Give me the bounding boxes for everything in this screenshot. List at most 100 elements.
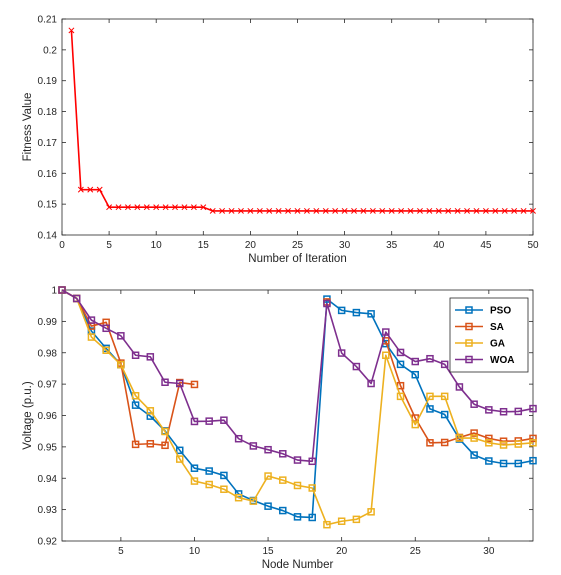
y-tick-label: 0.2 <box>43 45 57 56</box>
sa-line <box>61 289 195 447</box>
axes-box-1 <box>61 18 534 236</box>
x-tick-label: 5 <box>118 546 124 557</box>
pso-point <box>131 401 140 409</box>
woa-point <box>279 450 287 458</box>
fitness-point <box>351 207 357 214</box>
fitness-point <box>106 204 113 211</box>
y-tick-label: 0.15 <box>38 200 58 211</box>
legend-sa-label: SA <box>490 322 504 333</box>
woa-point <box>234 434 243 443</box>
fitness-point <box>398 207 405 214</box>
x-tick-label: 20 <box>245 240 257 251</box>
ga-point <box>396 392 405 401</box>
x-tick-label: 15 <box>198 240 210 251</box>
fitness-point <box>520 207 527 214</box>
legend-pso-label: PSO <box>490 306 511 317</box>
woa-point <box>529 404 537 413</box>
legend-box <box>449 297 529 373</box>
woa-point <box>58 286 66 294</box>
x-tick-label: 50 <box>527 240 539 251</box>
y-tick-label: 0.21 <box>38 15 58 26</box>
ga-point <box>190 477 199 485</box>
fitness-point <box>134 204 141 211</box>
woa-point <box>293 456 302 464</box>
woa-point <box>205 417 213 425</box>
ga-point <box>264 472 272 480</box>
x-tick-label: 5 <box>106 240 112 251</box>
pso-point <box>264 502 272 510</box>
sa-point <box>485 434 493 443</box>
sa-point <box>470 429 478 437</box>
pso-point <box>308 513 316 522</box>
y-tick-label: 0.94 <box>38 474 58 485</box>
woa-point <box>220 416 228 424</box>
pso-point <box>396 360 405 369</box>
pso-point <box>176 446 184 455</box>
pso-point <box>367 310 375 318</box>
pso-point <box>205 467 213 475</box>
woa-point <box>249 442 258 450</box>
fitness-point <box>341 207 348 214</box>
fitness-point <box>153 204 160 211</box>
legend-ga-label: GA <box>490 339 505 350</box>
woa-point <box>514 407 523 416</box>
legend-sa-marker <box>465 322 473 331</box>
fitness-point <box>247 207 254 214</box>
pso-point <box>352 308 361 317</box>
x-tick-label: 40 <box>433 240 445 251</box>
fitness-point <box>454 207 461 214</box>
fitness-point <box>181 204 188 211</box>
pso-point <box>411 370 419 379</box>
pso-point <box>485 457 493 465</box>
fitness-point <box>143 204 150 211</box>
x-tick-label: 25 <box>292 240 304 251</box>
fitness-point <box>115 204 122 211</box>
x-tick-label: 0 <box>59 240 65 251</box>
y-tick-label: 0.92 <box>38 537 58 548</box>
y-tick-label: 0.93 <box>38 505 58 516</box>
ga-point <box>470 434 478 442</box>
ga-point <box>485 439 493 447</box>
ga-point <box>426 392 434 401</box>
y-tick-label: 0.14 <box>38 231 58 242</box>
ga-point <box>220 485 228 493</box>
fitness-point <box>379 207 386 214</box>
pso-point <box>514 459 523 468</box>
fitness-point <box>209 207 216 214</box>
pso-point <box>426 405 434 413</box>
fitness-point <box>190 204 197 211</box>
woa-point <box>190 417 199 426</box>
fitness-point <box>417 207 423 214</box>
x-tick-label: 10 <box>189 546 201 557</box>
woa-point <box>323 299 331 308</box>
woa-point <box>102 324 110 333</box>
fitness-point <box>303 207 310 214</box>
fitness-point <box>332 207 339 214</box>
ga-point <box>367 508 375 516</box>
woa-point <box>308 457 316 466</box>
ga-point <box>308 484 316 492</box>
fitness-point <box>200 204 207 211</box>
x-axis-label: Node Number <box>262 559 334 571</box>
pso-point <box>190 464 199 472</box>
y-tick-label: 0.97 <box>38 380 58 391</box>
x-tick-label: 10 <box>151 240 163 251</box>
legend-woa-label: WOA <box>490 355 514 366</box>
sa-point <box>161 441 169 450</box>
ga-point <box>87 333 96 341</box>
ga-point <box>102 346 110 354</box>
pso-point <box>279 506 287 515</box>
ga-point <box>205 480 213 489</box>
fitness-point <box>360 207 367 214</box>
x-axis-label: Number of Iteration <box>248 253 346 265</box>
fitness-point <box>294 207 301 214</box>
ga-point <box>279 476 287 484</box>
woa-point <box>117 332 125 340</box>
ga-point <box>293 481 302 490</box>
ga-point <box>352 515 361 524</box>
fitness-point <box>407 207 414 214</box>
pso-point <box>499 459 508 468</box>
y-tick-label: 0.18 <box>38 107 58 118</box>
fitness-point <box>228 207 235 214</box>
